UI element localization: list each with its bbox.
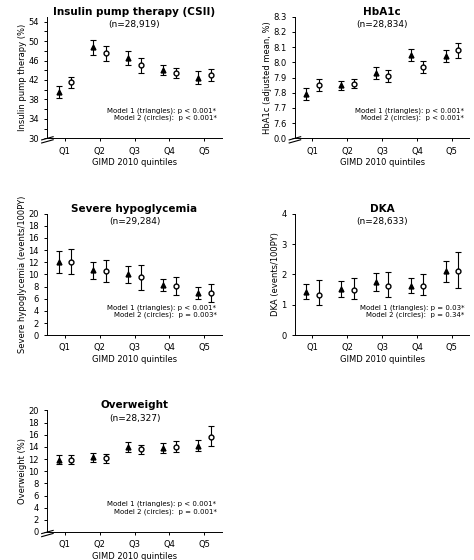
Y-axis label: Overweight (%): Overweight (%) (18, 438, 27, 504)
X-axis label: GIMD 2010 quintiles: GIMD 2010 quintiles (92, 158, 177, 167)
Title: HbA1c: HbA1c (363, 7, 401, 17)
Title: Insulin pump therapy (CSII): Insulin pump therapy (CSII) (54, 7, 216, 17)
Text: (n=28,834): (n=28,834) (356, 21, 408, 30)
Text: (n=28,919): (n=28,919) (109, 21, 160, 30)
Y-axis label: Severe hypoglycemia (events/100PY): Severe hypoglycemia (events/100PY) (18, 195, 27, 353)
Text: Model 1 (triangles): p = 0.03*
Model 2 (circles):  p = 0.34*: Model 1 (triangles): p = 0.03* Model 2 (… (360, 304, 464, 318)
X-axis label: GIMD 2010 quintiles: GIMD 2010 quintiles (339, 355, 425, 364)
Y-axis label: DKA (events/100PY): DKA (events/100PY) (271, 232, 280, 316)
Text: (n=28,327): (n=28,327) (109, 414, 160, 423)
X-axis label: GIMD 2010 quintiles: GIMD 2010 quintiles (92, 552, 177, 560)
Text: Model 1 (triangles): p < 0.001*
Model 2 (circles):  p < 0.001*: Model 1 (triangles): p < 0.001* Model 2 … (355, 108, 464, 122)
Title: Overweight: Overweight (100, 400, 169, 410)
Text: Model 1 (triangles): p < 0.001*
Model 2 (circles):  p = 0.003*: Model 1 (triangles): p < 0.001* Model 2 … (108, 304, 217, 318)
Y-axis label: HbA1c (adjusted mean, %): HbA1c (adjusted mean, %) (263, 21, 272, 134)
Text: Model 1 (triangles): p < 0.001*
Model 2 (circles):  p < 0.001*: Model 1 (triangles): p < 0.001* Model 2 … (108, 108, 217, 122)
Text: Model 1 (triangles): p < 0.001*
Model 2 (circles):  p = 0.001*: Model 1 (triangles): p < 0.001* Model 2 … (108, 501, 217, 515)
Text: (n=29,284): (n=29,284) (109, 217, 160, 226)
Title: Severe hypoglycemia: Severe hypoglycemia (72, 204, 198, 214)
Title: DKA: DKA (370, 204, 394, 214)
Y-axis label: Insulin pump therapy (%): Insulin pump therapy (%) (18, 24, 27, 131)
X-axis label: GIMD 2010 quintiles: GIMD 2010 quintiles (92, 355, 177, 364)
Text: (n=28,633): (n=28,633) (356, 217, 408, 226)
X-axis label: GIMD 2010 quintiles: GIMD 2010 quintiles (339, 158, 425, 167)
